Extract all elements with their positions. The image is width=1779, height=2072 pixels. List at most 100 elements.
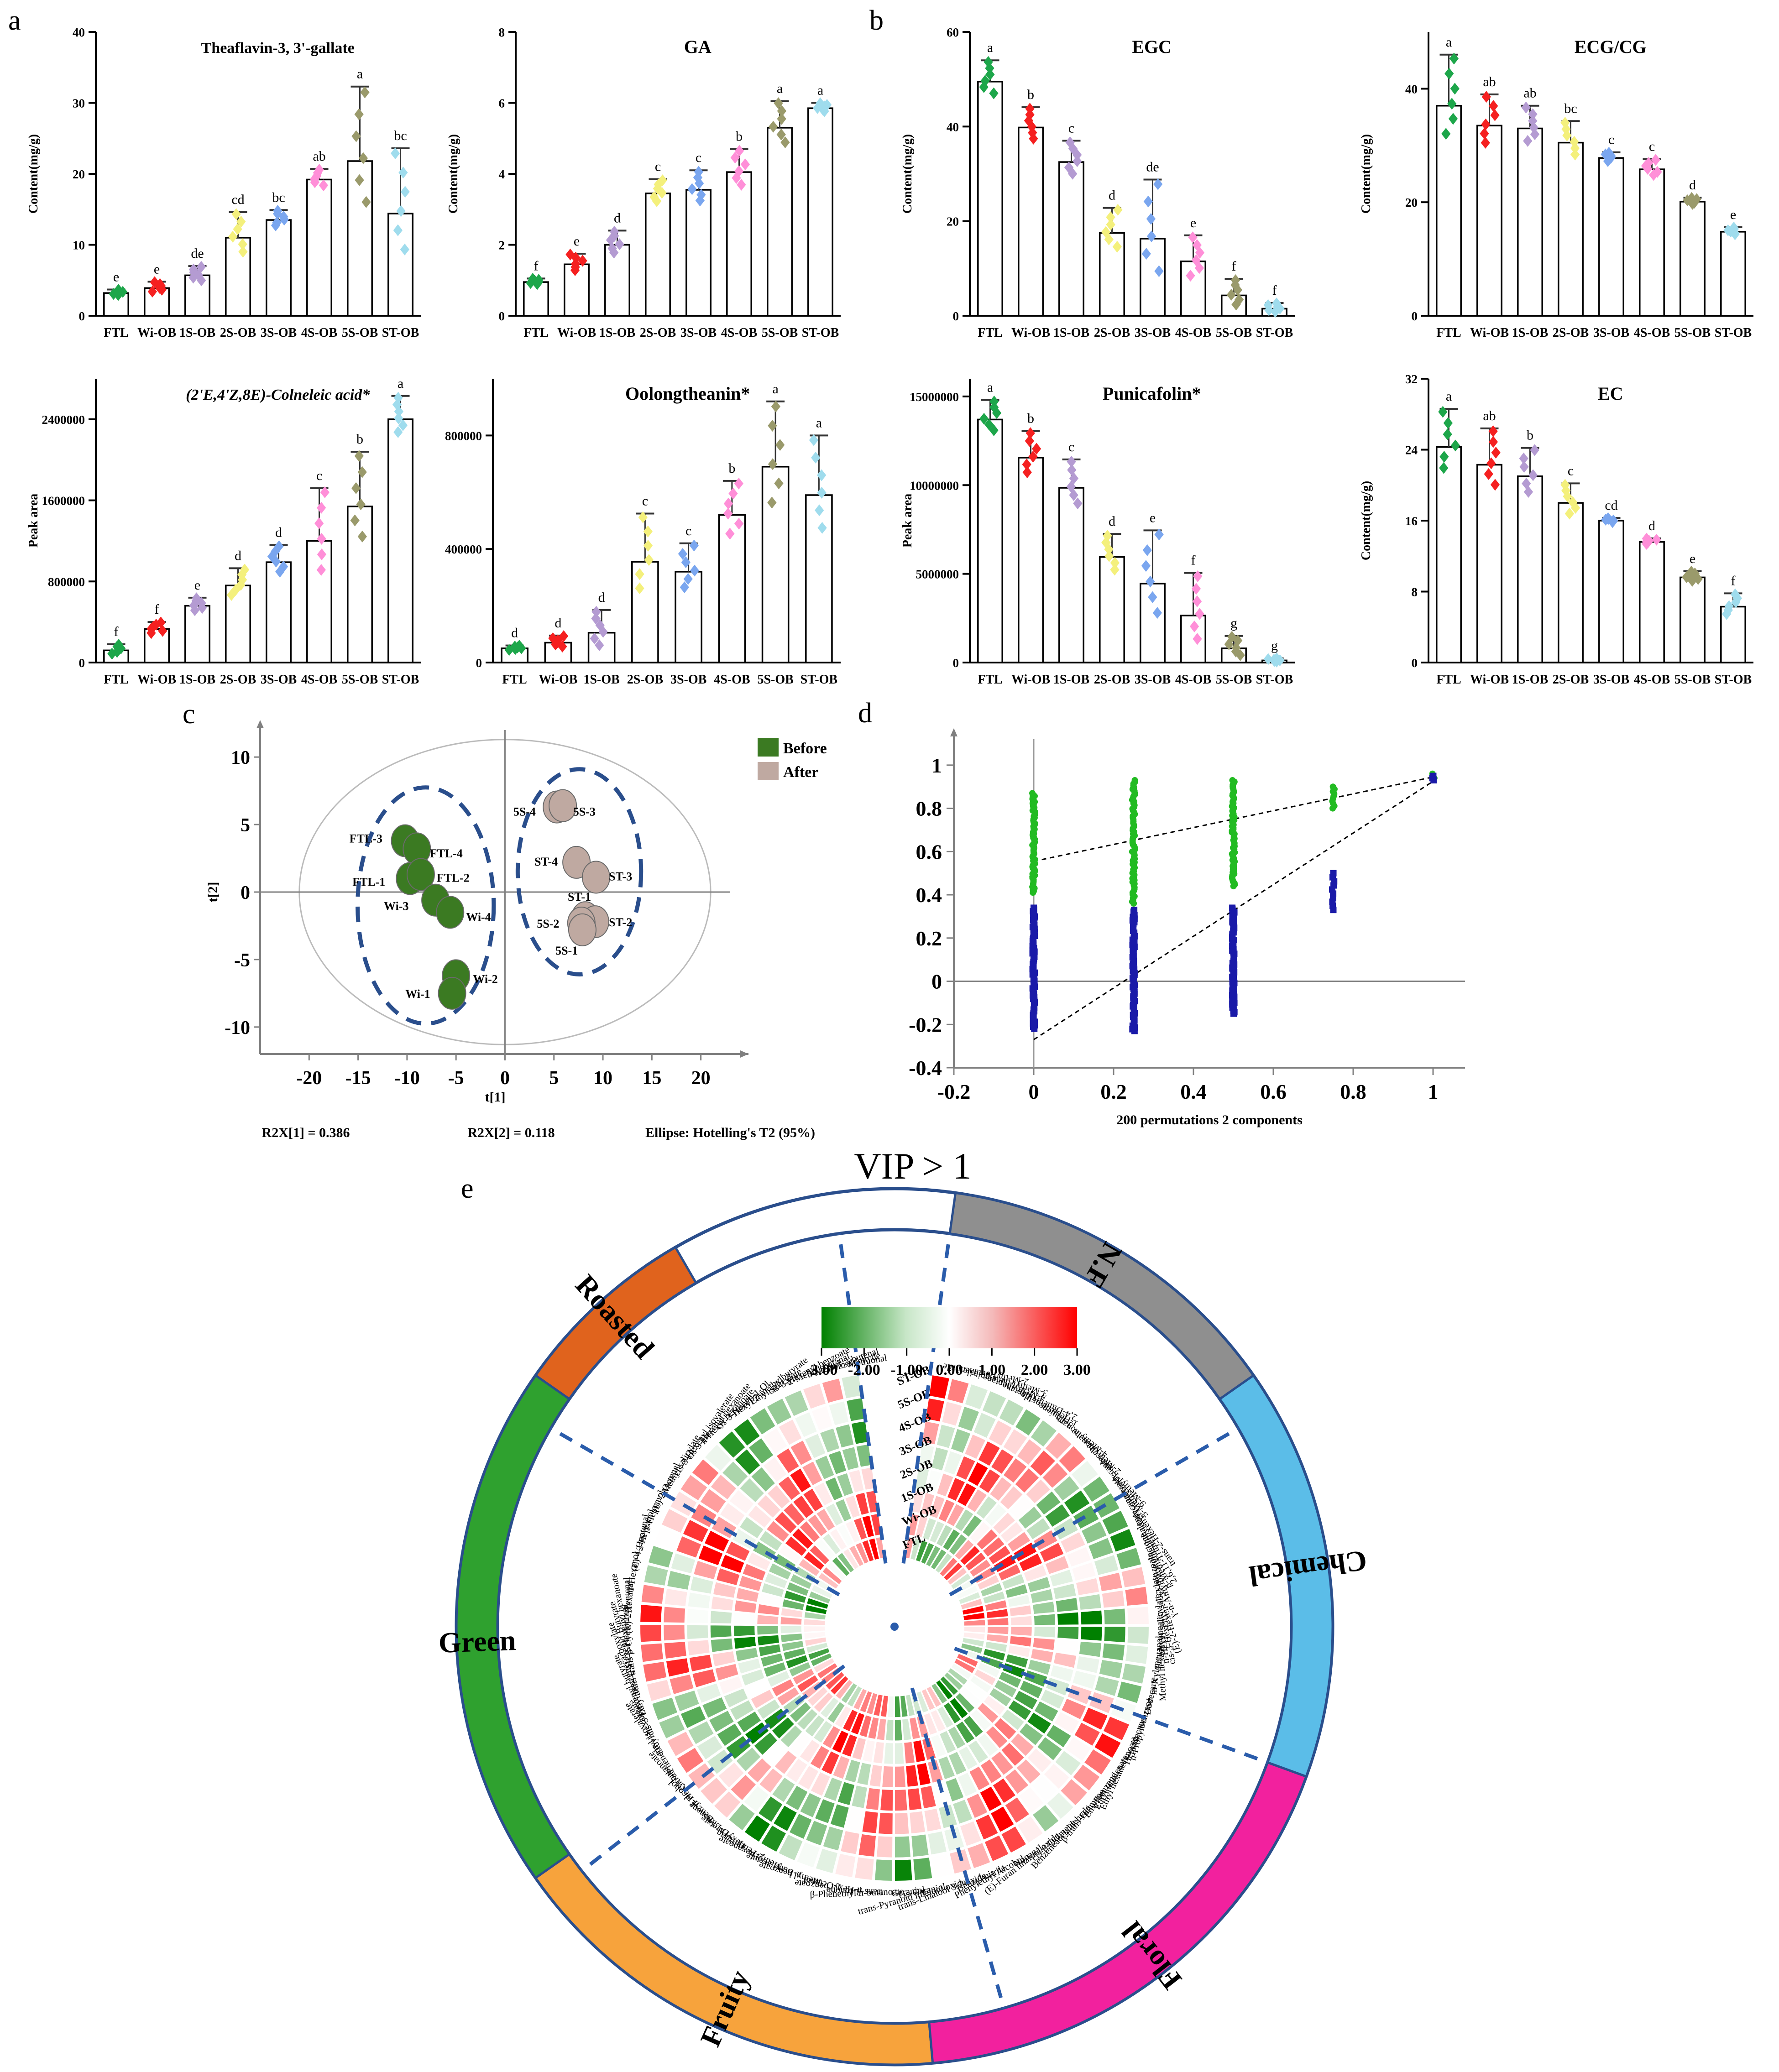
data-point: [1443, 428, 1452, 440]
y-axis-label: Content(mg/g): [446, 134, 460, 214]
heatmap-cell: [885, 1718, 895, 1742]
x-tick-label: 4S-OB: [1175, 673, 1211, 687]
heatmap-cell: [738, 1515, 765, 1540]
bar: [685, 189, 712, 317]
y-tick-label: 60: [947, 26, 959, 39]
y-tick-label: 0: [79, 309, 85, 323]
heatmap-cell: [989, 1476, 1013, 1502]
x-tick-label: FTL: [502, 673, 527, 687]
heatmap-cell: [1031, 1600, 1056, 1615]
x-tick-label: 3S-OB: [680, 326, 717, 340]
heatmap-cell: [894, 1835, 912, 1858]
heatmap-cell: [982, 1536, 1006, 1558]
heatmap-cell: [794, 1411, 818, 1439]
data-point: [1110, 557, 1120, 569]
heatmap-cell: [747, 1504, 773, 1529]
y-tick-label: 5000000: [916, 568, 959, 581]
heatmap-cell: [729, 1774, 757, 1801]
heatmap-cell: [930, 1446, 949, 1472]
heatmap-cell: [806, 1597, 830, 1610]
y-tick-label: 40: [947, 120, 959, 134]
panel-letter-e: e: [461, 1173, 474, 1204]
data-point: [351, 130, 361, 142]
heatmap-cell: [958, 1745, 979, 1771]
y-tick-label: 0: [499, 309, 505, 323]
significance-letter: c: [1068, 439, 1074, 454]
heatmap-cell: [1101, 1509, 1130, 1536]
significance-letter: d: [235, 548, 241, 563]
bar: [1476, 125, 1502, 317]
heatmap-cell: [1046, 1791, 1075, 1821]
heatmap-cell: [968, 1520, 991, 1544]
heatmap-cell: [973, 1411, 997, 1439]
heatmap-cell: [821, 1725, 842, 1749]
x-tick-label: ST-OB: [382, 673, 419, 687]
data-point: [1263, 653, 1273, 665]
heatmap-cell: [961, 1637, 985, 1648]
heatmap-cell: [964, 1551, 987, 1572]
aroma-class-segment: [928, 1761, 1308, 2065]
heatmap-cell: [734, 1448, 761, 1476]
heatmap-cell: [992, 1511, 1016, 1535]
heatmap-cell: [758, 1643, 782, 1658]
data-point: [1692, 193, 1701, 205]
heatmap-cell: [1072, 1763, 1101, 1792]
bar: [631, 561, 659, 663]
heatmap-cell: [721, 1460, 749, 1488]
data-point: [734, 517, 744, 530]
data-point: [1519, 461, 1529, 473]
heatmap-cell: [808, 1544, 831, 1566]
heatmap-cell: [946, 1378, 970, 1404]
heatmap-cell: [718, 1675, 744, 1696]
data-point: [1224, 638, 1234, 650]
x-tick-label: -0.2: [937, 1080, 971, 1103]
data-point: [989, 424, 999, 436]
data-point: [1026, 427, 1035, 439]
y-tick-label: 1600000: [42, 494, 85, 508]
data-point: [811, 451, 821, 464]
data-point: [657, 187, 667, 199]
data-point: [690, 564, 700, 577]
heatmap-cell: [968, 1558, 992, 1578]
heatmap-cell: [748, 1437, 774, 1465]
bar: [144, 287, 170, 317]
ch-egc-svg: 0 20 40 60 EGC Content(mg/g) a FTL b Wi-OB c 1S-OB d…: [900, 26, 1295, 340]
data-point: [233, 223, 242, 235]
data-point: [979, 412, 989, 425]
data-point: [1438, 406, 1448, 418]
data-point: [777, 113, 786, 125]
heatmap-cell: [1025, 1517, 1052, 1541]
y-tick-label: 20: [1405, 196, 1418, 209]
heatmap-cell: [785, 1757, 809, 1784]
heatmap-cell: [1094, 1675, 1120, 1697]
heatmap-cell: [839, 1830, 861, 1855]
y-tick-label: 800000: [48, 575, 85, 589]
heatmap-cell: [937, 1498, 956, 1523]
scatter-point-label: ST-1: [568, 890, 591, 903]
bar: [1639, 168, 1665, 317]
data-point: [320, 486, 330, 498]
heatmap-cell: [824, 1670, 846, 1691]
ch-oolongtheanin-svg: 0 400000 800000 Oolongtheanin* d FTL d Wi-OB d 1S…: [445, 379, 841, 687]
data-point: [1450, 439, 1460, 452]
heatmap-cell: [982, 1694, 1007, 1717]
r2-point: [1029, 790, 1036, 797]
x-tick-label: 5S-OB: [1216, 326, 1252, 340]
x-tick-label: 3S-OB: [1593, 326, 1629, 340]
data-point: [1141, 248, 1151, 260]
y-axis-label: Peak area: [26, 494, 41, 548]
heatmap-cell: [950, 1572, 972, 1591]
y-tick-label: 20: [947, 215, 959, 229]
significance-letter: b: [1527, 428, 1533, 443]
x-axis-arrow: [740, 1050, 748, 1058]
heatmap-cell: [1093, 1732, 1122, 1759]
heatmap-cell: [791, 1667, 816, 1686]
heatmap-cell: [715, 1567, 741, 1587]
x-tick-label: ST-OB: [1715, 673, 1752, 687]
significance-letter: ab: [313, 149, 325, 164]
x-tick-label: 0.6: [1260, 1080, 1287, 1103]
heatmap-cell: [699, 1776, 728, 1806]
heatmap-cell: [918, 1444, 935, 1468]
heatmap-cell: [748, 1407, 777, 1436]
data-point: [1644, 157, 1653, 169]
